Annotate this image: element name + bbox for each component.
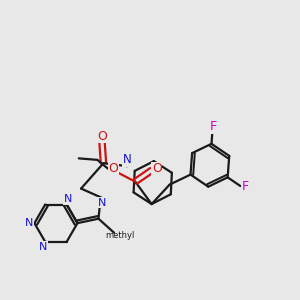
Text: F: F <box>242 180 249 194</box>
Text: O: O <box>152 162 162 175</box>
Text: O: O <box>108 162 118 175</box>
Text: methyl: methyl <box>105 231 134 240</box>
Text: N: N <box>39 242 47 252</box>
Text: O: O <box>97 130 107 143</box>
Text: N: N <box>64 194 72 205</box>
Text: N: N <box>123 153 132 166</box>
Text: N: N <box>98 198 106 208</box>
Text: N: N <box>25 218 34 228</box>
Text: F: F <box>209 120 217 133</box>
